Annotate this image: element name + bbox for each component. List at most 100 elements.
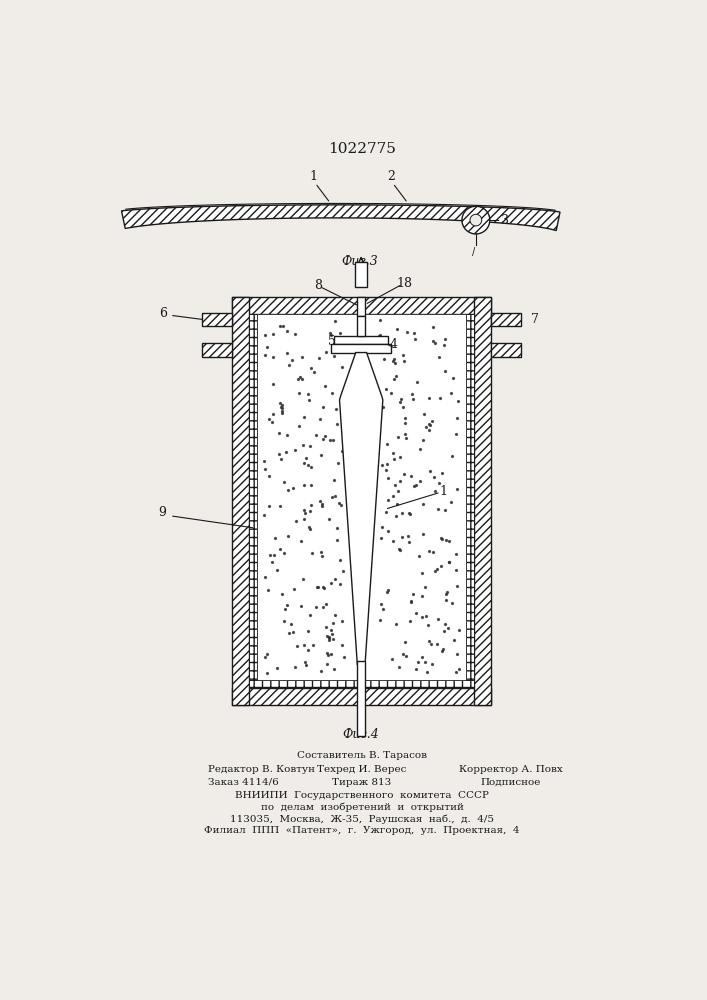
Bar	[232, 297, 249, 705]
Text: 7: 7	[531, 313, 539, 326]
Point	[276, 451, 287, 467]
Point	[280, 601, 291, 617]
Point	[446, 385, 457, 401]
Point	[424, 417, 436, 433]
Point	[298, 477, 310, 493]
Point	[412, 654, 423, 670]
Point	[320, 619, 332, 635]
Point	[314, 411, 325, 427]
Point	[397, 399, 409, 415]
Point	[315, 447, 327, 463]
Bar	[249, 314, 257, 688]
Point	[436, 531, 448, 547]
Point	[324, 325, 335, 341]
Point	[430, 563, 441, 579]
Point	[303, 519, 315, 535]
Text: 1: 1	[309, 170, 317, 183]
Point	[378, 351, 390, 367]
Point	[389, 451, 400, 467]
Point	[429, 483, 440, 499]
Bar	[466, 314, 474, 688]
Point	[395, 473, 406, 489]
Point	[429, 335, 440, 351]
Point	[398, 353, 409, 369]
Point	[376, 519, 387, 535]
Point	[261, 646, 272, 662]
Point	[407, 391, 419, 407]
Point	[401, 430, 412, 446]
Point	[300, 450, 312, 466]
Point	[302, 386, 313, 402]
Point	[298, 409, 310, 425]
Point	[428, 319, 439, 335]
Point	[285, 616, 296, 632]
Point	[387, 353, 398, 369]
Point	[336, 443, 347, 459]
Point	[298, 511, 309, 527]
Text: 8: 8	[314, 279, 322, 292]
Point	[334, 576, 346, 592]
Point	[411, 374, 422, 390]
Point	[375, 612, 386, 628]
Point	[414, 441, 426, 457]
Point	[451, 410, 462, 426]
Point	[431, 636, 442, 652]
Point	[261, 339, 272, 355]
Point	[405, 468, 416, 484]
Point	[319, 378, 330, 394]
Point	[326, 489, 337, 505]
Point	[399, 634, 410, 650]
Point	[259, 569, 271, 585]
Point	[291, 638, 303, 654]
Point	[258, 453, 269, 469]
Point	[335, 497, 346, 513]
Point	[439, 331, 450, 347]
Point	[381, 436, 392, 452]
Point	[276, 405, 288, 421]
Bar	[491, 312, 521, 326]
Point	[315, 544, 327, 560]
Text: 4: 4	[390, 338, 398, 351]
Point	[269, 530, 281, 546]
Point	[283, 625, 294, 641]
Text: 2: 2	[387, 170, 395, 183]
Point	[418, 496, 429, 512]
Point	[296, 533, 307, 549]
Point	[435, 390, 446, 406]
Point	[329, 313, 340, 329]
Point	[332, 532, 343, 548]
Point	[276, 397, 288, 413]
Point	[452, 393, 464, 409]
Point	[393, 429, 404, 445]
Point	[399, 426, 411, 442]
Point	[327, 432, 339, 448]
Point	[376, 457, 387, 473]
Point	[318, 580, 329, 596]
Point	[428, 333, 439, 349]
Bar	[355, 262, 368, 287]
Point	[392, 496, 403, 512]
Text: 5: 5	[328, 335, 336, 348]
Point	[279, 545, 290, 561]
Point	[380, 381, 392, 397]
Point	[388, 371, 399, 387]
Point	[298, 502, 310, 518]
Point	[395, 391, 407, 407]
Point	[416, 609, 428, 625]
Point	[338, 563, 349, 579]
Point	[297, 349, 308, 365]
Point	[293, 385, 305, 401]
Point	[334, 552, 346, 568]
Point	[450, 562, 462, 578]
Point	[389, 355, 400, 371]
Point	[333, 495, 344, 511]
Point	[423, 422, 435, 438]
Point	[305, 360, 317, 376]
Text: Редактор В. Ковтун: Редактор В. Ковтун	[209, 765, 315, 774]
Polygon shape	[122, 205, 560, 231]
Circle shape	[462, 206, 490, 234]
Point	[300, 657, 312, 673]
Point	[450, 664, 462, 680]
Point	[375, 327, 386, 343]
Point	[438, 337, 450, 353]
